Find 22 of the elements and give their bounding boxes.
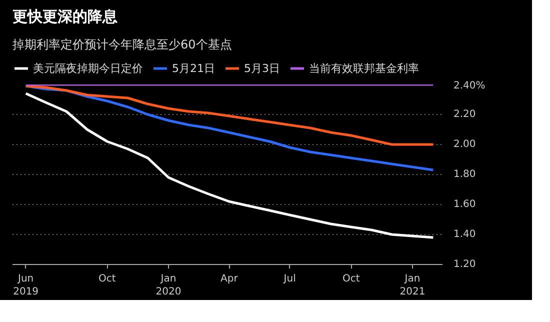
legend-label: 美元隔夜掉期今日定价: [33, 60, 143, 76]
y-tick-label: 2.00: [454, 139, 476, 150]
x-tick-label: Apr: [220, 274, 239, 284]
line-series: [24, 92, 434, 239]
line-series: [24, 84, 434, 146]
y-tick-label: 2.40%: [454, 80, 486, 92]
y-tick-label: 2.20: [454, 109, 476, 120]
y-tick-label: 1.40: [454, 229, 476, 240]
legend-label: 5月21日: [172, 60, 215, 76]
x-tick-label: Oct: [98, 274, 116, 284]
chart-subtitle: 掉期利率定价预计今年降息至少60个基点: [12, 38, 232, 52]
legend-label: 5月3日: [244, 60, 280, 76]
x-tick-label: Jun 2019: [13, 274, 39, 298]
y-tick-label: 1.80: [454, 169, 476, 180]
chart-title: 更快更深的降息: [12, 8, 118, 26]
x-tick-label: Jul: [282, 274, 296, 284]
legend-label: 当前有效联邦基金利率: [309, 60, 419, 76]
x-tick-label: Jan 2020: [156, 274, 182, 298]
x-tick-label: Oct: [342, 274, 360, 284]
x-tick-label: Jan 2021: [400, 274, 426, 298]
y-tick-label: 1.60: [454, 199, 476, 210]
y-tick-label: 1.20: [454, 259, 476, 270]
